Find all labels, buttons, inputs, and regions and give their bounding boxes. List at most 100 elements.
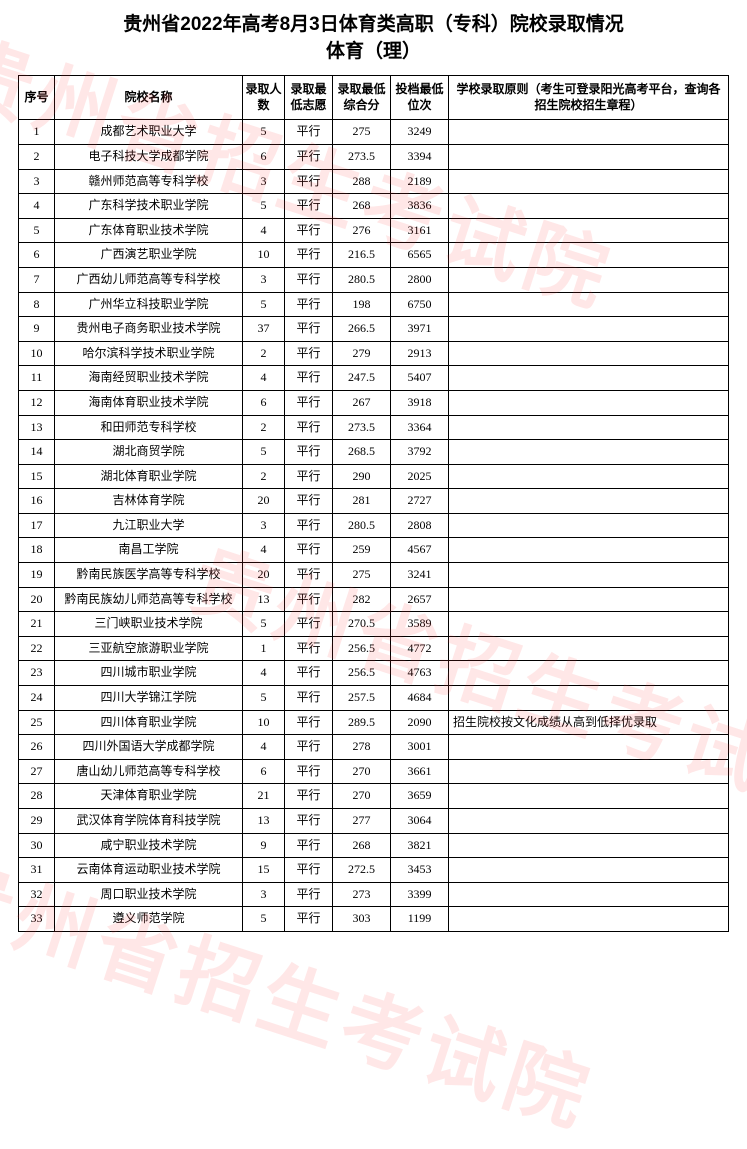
- col-header-rank: 投档最低位次: [391, 76, 449, 120]
- cell-idx: 16: [19, 489, 55, 514]
- cell-score: 259: [333, 538, 391, 563]
- cell-rank: 4684: [391, 686, 449, 711]
- cell-score: 270: [333, 784, 391, 809]
- cell-note: [449, 833, 729, 858]
- cell-score: 288: [333, 169, 391, 194]
- cell-count: 3: [243, 882, 285, 907]
- table-row: 18南昌工学院4平行2594567: [19, 538, 729, 563]
- cell-vol: 平行: [285, 882, 333, 907]
- cell-score: 267: [333, 390, 391, 415]
- cell-name: 电子科技大学成都学院: [55, 144, 243, 169]
- cell-idx: 20: [19, 587, 55, 612]
- cell-score: 270.5: [333, 612, 391, 637]
- cell-score: 268.5: [333, 440, 391, 465]
- table-body: 1成都艺术职业大学5平行27532492电子科技大学成都学院6平行273.533…: [19, 120, 729, 932]
- cell-idx: 11: [19, 366, 55, 391]
- table-row: 15湖北体育职业学院2平行2902025: [19, 464, 729, 489]
- cell-rank: 6750: [391, 292, 449, 317]
- cell-score: 282: [333, 587, 391, 612]
- cell-rank: 2800: [391, 267, 449, 292]
- cell-idx: 33: [19, 907, 55, 932]
- cell-vol: 平行: [285, 513, 333, 538]
- cell-count: 2: [243, 341, 285, 366]
- cell-score: 279: [333, 341, 391, 366]
- cell-vol: 平行: [285, 636, 333, 661]
- cell-name: 赣州师范高等专科学校: [55, 169, 243, 194]
- cell-count: 9: [243, 833, 285, 858]
- cell-rank: 3821: [391, 833, 449, 858]
- cell-rank: 3394: [391, 144, 449, 169]
- cell-rank: 3241: [391, 563, 449, 588]
- cell-idx: 31: [19, 858, 55, 883]
- cell-idx: 17: [19, 513, 55, 538]
- cell-idx: 26: [19, 735, 55, 760]
- cell-rank: 2189: [391, 169, 449, 194]
- table-row: 4广东科学技术职业学院5平行2683836: [19, 194, 729, 219]
- cell-name: 广西幼儿师范高等专科学校: [55, 267, 243, 292]
- cell-vol: 平行: [285, 538, 333, 563]
- cell-score: 268: [333, 833, 391, 858]
- table-row: 13和田师范专科学校2平行273.53364: [19, 415, 729, 440]
- cell-rank: 3399: [391, 882, 449, 907]
- cell-vol: 平行: [285, 464, 333, 489]
- cell-rank: 3589: [391, 612, 449, 637]
- cell-count: 13: [243, 587, 285, 612]
- cell-vol: 平行: [285, 858, 333, 883]
- cell-count: 4: [243, 661, 285, 686]
- cell-note: [449, 366, 729, 391]
- cell-idx: 6: [19, 243, 55, 268]
- cell-score: 277: [333, 809, 391, 834]
- cell-note: [449, 144, 729, 169]
- cell-vol: 平行: [285, 759, 333, 784]
- cell-count: 4: [243, 218, 285, 243]
- cell-score: 278: [333, 735, 391, 760]
- cell-count: 13: [243, 809, 285, 834]
- col-header-note: 学校录取原则（考生可登录阳光高考平台，查询各招生院校招生章程）: [449, 76, 729, 120]
- cell-vol: 平行: [285, 833, 333, 858]
- cell-note: [449, 464, 729, 489]
- cell-vol: 平行: [285, 587, 333, 612]
- cell-idx: 1: [19, 120, 55, 145]
- cell-rank: 2090: [391, 710, 449, 735]
- table-row: 20黔南民族幼儿师范高等专科学校13平行2822657: [19, 587, 729, 612]
- cell-score: 275: [333, 563, 391, 588]
- cell-vol: 平行: [285, 169, 333, 194]
- cell-note: [449, 661, 729, 686]
- table-row: 26四川外国语大学成都学院4平行2783001: [19, 735, 729, 760]
- cell-count: 5: [243, 292, 285, 317]
- cell-note: [449, 784, 729, 809]
- table-row: 30咸宁职业技术学院9平行2683821: [19, 833, 729, 858]
- cell-rank: 1199: [391, 907, 449, 932]
- cell-count: 2: [243, 464, 285, 489]
- table-row: 32周口职业技术学院3平行2733399: [19, 882, 729, 907]
- cell-score: 256.5: [333, 661, 391, 686]
- cell-idx: 7: [19, 267, 55, 292]
- cell-idx: 8: [19, 292, 55, 317]
- cell-name: 广西演艺职业学院: [55, 243, 243, 268]
- cell-rank: 2808: [391, 513, 449, 538]
- cell-vol: 平行: [285, 120, 333, 145]
- cell-name: 贵州电子商务职业技术学院: [55, 317, 243, 342]
- table-row: 31云南体育运动职业技术学院15平行272.53453: [19, 858, 729, 883]
- cell-name: 湖北商贸学院: [55, 440, 243, 465]
- cell-rank: 2657: [391, 587, 449, 612]
- col-header-idx: 序号: [19, 76, 55, 120]
- cell-note: [449, 538, 729, 563]
- cell-name: 黔南民族幼儿师范高等专科学校: [55, 587, 243, 612]
- cell-note: [449, 735, 729, 760]
- cell-count: 5: [243, 907, 285, 932]
- cell-vol: 平行: [285, 144, 333, 169]
- cell-score: 280.5: [333, 513, 391, 538]
- cell-score: 272.5: [333, 858, 391, 883]
- cell-rank: 3659: [391, 784, 449, 809]
- cell-vol: 平行: [285, 341, 333, 366]
- cell-name: 湖北体育职业学院: [55, 464, 243, 489]
- cell-rank: 3364: [391, 415, 449, 440]
- table-row: 22三亚航空旅游职业学院1平行256.54772: [19, 636, 729, 661]
- cell-idx: 14: [19, 440, 55, 465]
- cell-count: 20: [243, 489, 285, 514]
- cell-name: 和田师范专科学校: [55, 415, 243, 440]
- cell-rank: 2025: [391, 464, 449, 489]
- cell-count: 3: [243, 169, 285, 194]
- cell-count: 2: [243, 415, 285, 440]
